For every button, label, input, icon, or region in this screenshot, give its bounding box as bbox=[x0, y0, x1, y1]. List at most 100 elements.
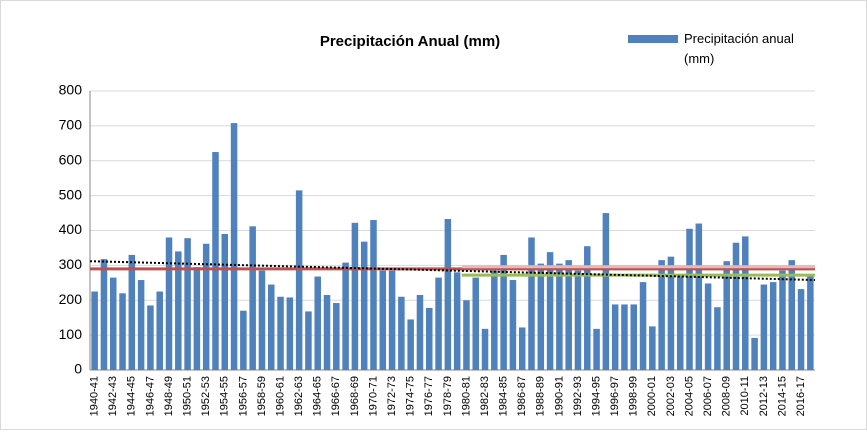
bar bbox=[760, 284, 768, 370]
bar bbox=[91, 291, 98, 370]
bar bbox=[602, 213, 610, 370]
bar bbox=[518, 327, 526, 370]
x-tick-label: 1980-81 bbox=[460, 376, 472, 416]
bar bbox=[295, 190, 303, 370]
x-tick-label: 2008-09 bbox=[721, 376, 733, 416]
x-tick-label: 1954-55 bbox=[219, 376, 231, 416]
bar bbox=[769, 282, 777, 370]
x-tick-label: 1956-57 bbox=[237, 376, 249, 416]
x-tick-label: 2016-17 bbox=[795, 376, 807, 416]
x-tick-label: 1972-73 bbox=[386, 376, 398, 416]
bar bbox=[435, 277, 442, 370]
x-tick-label: 2000-01 bbox=[646, 376, 658, 416]
x-tick-label: 1986-87 bbox=[516, 376, 528, 416]
x-tick-label: 1978-79 bbox=[442, 376, 454, 416]
y-tick-label: 300 bbox=[59, 256, 83, 272]
x-tick-label: 1940-41 bbox=[89, 376, 101, 416]
bar bbox=[370, 220, 377, 370]
bar bbox=[500, 254, 507, 370]
bar bbox=[267, 284, 275, 370]
bar bbox=[128, 254, 136, 370]
bar bbox=[788, 260, 796, 370]
bar bbox=[351, 222, 359, 370]
bar bbox=[630, 304, 638, 370]
bar bbox=[407, 319, 414, 370]
bar bbox=[258, 270, 266, 370]
bar bbox=[314, 276, 321, 370]
x-tick-label: 2014-15 bbox=[776, 376, 788, 416]
bar bbox=[416, 295, 424, 370]
x-tick-label: 1976-77 bbox=[423, 376, 435, 416]
x-tick-label: 1966-67 bbox=[330, 376, 342, 416]
y-tick-label: 0 bbox=[74, 361, 82, 377]
y-tick-label: 700 bbox=[59, 117, 83, 133]
bar bbox=[342, 262, 349, 370]
bar bbox=[277, 296, 284, 370]
bar bbox=[453, 272, 461, 370]
bar bbox=[676, 275, 684, 370]
bar bbox=[165, 237, 173, 370]
bar bbox=[667, 256, 675, 370]
bar bbox=[658, 260, 665, 370]
y-tick-label: 500 bbox=[59, 186, 83, 202]
x-tick-label: 1974-75 bbox=[405, 376, 417, 416]
bar bbox=[305, 311, 312, 370]
bar bbox=[333, 303, 340, 370]
x-tick-label: 2012-13 bbox=[758, 376, 770, 416]
x-tick-label: 2002-03 bbox=[665, 376, 677, 416]
bar bbox=[221, 233, 229, 370]
x-tick-label: 2010-11 bbox=[739, 376, 751, 416]
bar bbox=[426, 307, 433, 370]
bar bbox=[584, 246, 591, 370]
y-tick-label: 400 bbox=[59, 221, 83, 237]
x-tick-label: 1984-85 bbox=[498, 376, 510, 416]
x-tick-label: 1952-53 bbox=[200, 376, 212, 416]
bar bbox=[742, 236, 749, 370]
bar bbox=[481, 328, 489, 370]
x-tick-label: 1988-89 bbox=[535, 376, 547, 416]
x-tick-label: 1962-63 bbox=[293, 376, 305, 416]
x-tick-label: 1994-95 bbox=[590, 376, 602, 416]
bar bbox=[119, 293, 126, 370]
x-tick-label: 1948-49 bbox=[163, 376, 175, 416]
bar bbox=[230, 123, 238, 371]
bar bbox=[388, 270, 396, 370]
bar bbox=[593, 328, 600, 370]
x-tick-label: 1992-93 bbox=[572, 376, 584, 416]
x-tick-label: 1990-91 bbox=[553, 376, 565, 416]
x-tick-label: 2006-07 bbox=[702, 376, 714, 416]
x-tick-label: 1944-45 bbox=[126, 376, 138, 416]
bar bbox=[137, 280, 145, 370]
bar bbox=[193, 267, 201, 370]
x-tick-label: 1958-59 bbox=[256, 376, 268, 416]
bar bbox=[509, 280, 517, 370]
bar bbox=[249, 226, 256, 370]
bar bbox=[202, 243, 210, 370]
y-tick-label: 200 bbox=[59, 291, 83, 307]
bar bbox=[286, 297, 294, 370]
bar bbox=[323, 295, 331, 370]
x-tick-label: 1950-51 bbox=[182, 376, 194, 416]
x-tick-label: 1996-97 bbox=[609, 376, 621, 416]
bar bbox=[807, 275, 814, 370]
bar bbox=[732, 242, 740, 370]
bar bbox=[574, 270, 582, 370]
bar bbox=[714, 307, 721, 370]
bar bbox=[621, 304, 628, 370]
bar bbox=[779, 270, 786, 370]
bar bbox=[100, 259, 108, 370]
bar bbox=[463, 300, 470, 370]
bar bbox=[156, 291, 163, 370]
bar bbox=[491, 270, 498, 370]
bar bbox=[109, 277, 117, 370]
legend-line: (mm) bbox=[684, 51, 714, 66]
bar bbox=[565, 260, 572, 370]
x-tick-label: 1946-47 bbox=[144, 376, 156, 416]
bar bbox=[649, 326, 656, 370]
bar bbox=[751, 337, 758, 370]
x-tick-label: 1942-43 bbox=[107, 376, 119, 416]
y-tick-label: 100 bbox=[59, 326, 83, 342]
y-tick-label: 600 bbox=[59, 151, 83, 167]
bar bbox=[528, 237, 535, 370]
